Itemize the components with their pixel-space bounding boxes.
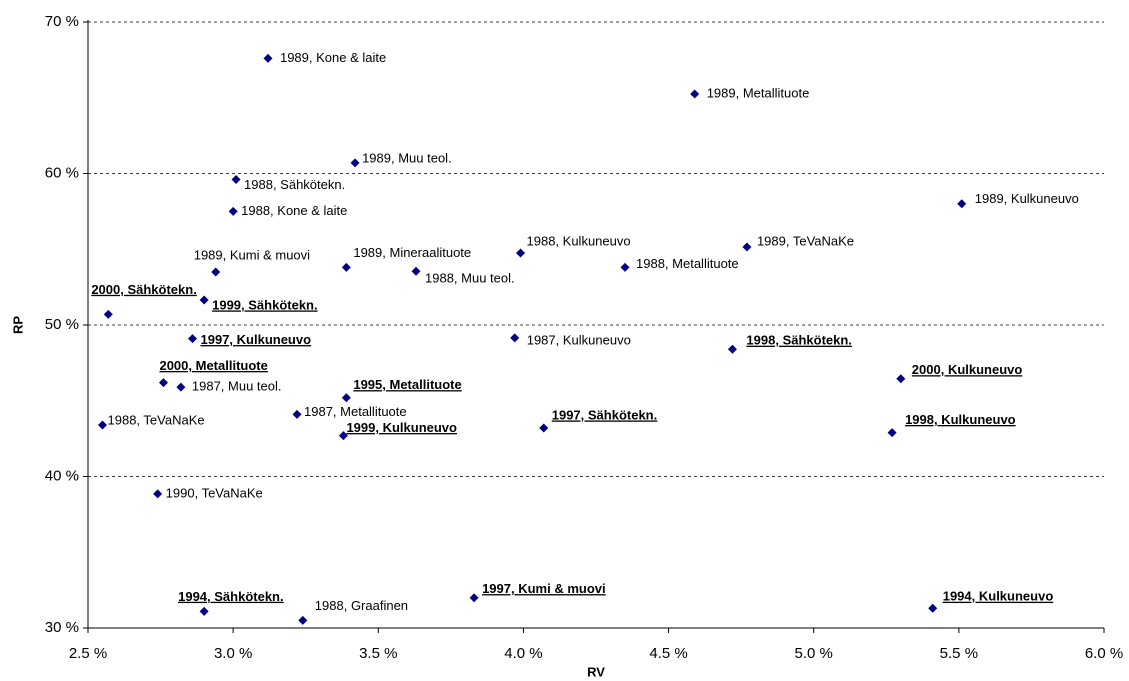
point-label: 1997, Kulkuneuvo — [201, 332, 312, 347]
y-tick-label: 70 % — [45, 13, 79, 30]
y-tick-label: 60 % — [45, 164, 79, 181]
point-label: 1988, Kone & laite — [241, 203, 347, 218]
point — [228, 206, 238, 216]
point-label: 1999, Kulkuneuvo — [346, 420, 457, 435]
point-label: 1994, Sähkötekn. — [178, 589, 284, 604]
point — [411, 266, 421, 276]
point — [341, 393, 351, 403]
point-label: 1997, Kumi & muovi — [482, 581, 606, 596]
x-tick-label: 2.5 % — [69, 645, 107, 662]
point-label: 1999, Sähkötekn. — [212, 297, 318, 312]
point-label: 1988, TeVaNaKe — [108, 412, 205, 427]
point-label: 1989, Mineraalituote — [353, 245, 471, 260]
point — [263, 53, 273, 63]
point — [620, 262, 630, 272]
point — [298, 615, 308, 625]
point — [928, 603, 938, 613]
point-label: 1998, Sähkötekn. — [746, 333, 852, 348]
point — [957, 199, 967, 209]
point — [896, 374, 906, 384]
point-label: 1987, Muu teol. — [192, 379, 282, 394]
point-label: 2000, Metallituote — [159, 358, 267, 373]
point — [510, 333, 520, 343]
point-label: 1987, Metallituote — [304, 404, 407, 419]
point — [690, 89, 700, 99]
y-axis-title: RP — [10, 316, 25, 334]
point — [103, 309, 113, 319]
point — [153, 489, 163, 499]
x-tick-label: 3.0 % — [214, 645, 252, 662]
point-label: 1988, Sähkötekn. — [244, 177, 345, 192]
point-label: 1988, Metallituote — [636, 256, 739, 271]
point-label: 1989, Kumi & muovi — [194, 247, 310, 262]
x-tick-label: 5.5 % — [940, 645, 978, 662]
x-tick-label: 3.5 % — [359, 645, 397, 662]
x-axis-title: RV — [587, 664, 605, 679]
point-label: 1994, Kulkuneuvo — [943, 589, 1054, 604]
point — [469, 593, 479, 603]
point — [539, 423, 549, 433]
y-tick-label: 40 % — [45, 467, 79, 484]
x-tick-label: 4.5 % — [649, 645, 687, 662]
point-label: 1997, Sähkötekn. — [552, 407, 658, 422]
point-label: 1989, Muu teol. — [362, 150, 452, 165]
x-tick-label: 5.0 % — [795, 645, 833, 662]
x-tick-label: 4.0 % — [504, 645, 542, 662]
point-label: 1989, Kulkuneuvo — [975, 191, 1079, 206]
point — [887, 428, 897, 438]
point-label: 1990, TeVaNaKe — [166, 485, 263, 500]
point-label: 2000, Sähkötekn. — [91, 282, 197, 297]
point — [158, 378, 168, 388]
point-label: 1995, Metallituote — [353, 377, 461, 392]
point — [199, 606, 209, 616]
point-label: 1988, Graafinen — [315, 598, 408, 613]
point — [350, 158, 360, 168]
point — [176, 382, 186, 392]
y-tick-label: 30 % — [45, 619, 79, 636]
point — [231, 175, 241, 185]
point — [188, 334, 198, 344]
point — [338, 431, 348, 441]
point — [292, 409, 302, 419]
point-label: 2000, Kulkuneuvo — [912, 362, 1023, 377]
point — [98, 420, 108, 430]
point-label: 1987, Kulkuneuvo — [527, 332, 631, 347]
point-label: 1988, Muu teol. — [425, 271, 515, 286]
point-label: 1998, Kulkuneuvo — [905, 412, 1016, 427]
point — [211, 267, 221, 277]
point-label: 1988, Kulkuneuvo — [527, 233, 631, 248]
point — [516, 248, 526, 258]
point — [199, 295, 209, 305]
point — [341, 262, 351, 272]
x-tick-label: 6.0 % — [1085, 645, 1123, 662]
point-label: 1989, Kone & laite — [280, 50, 386, 65]
point — [727, 344, 737, 354]
point-label: 1989, Metallituote — [707, 85, 810, 100]
point — [742, 242, 752, 252]
point-label: 1989, TeVaNaKe — [757, 233, 854, 248]
y-tick-label: 50 % — [45, 316, 79, 333]
